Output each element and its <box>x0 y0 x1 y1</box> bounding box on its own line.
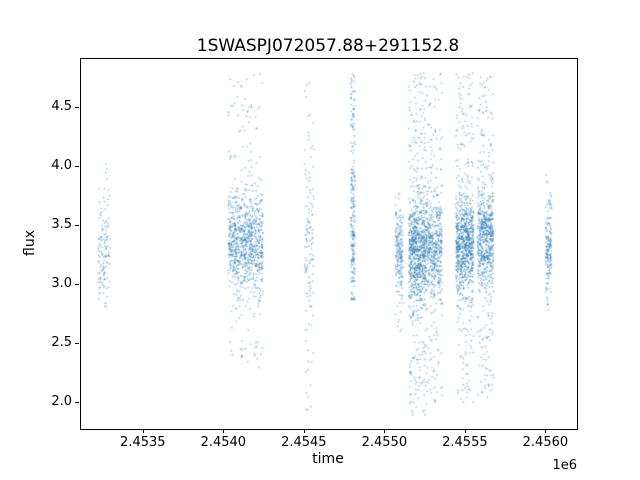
x-tick-mark <box>142 429 144 433</box>
x-axis-label: time <box>312 451 344 467</box>
x-tick-label: 2.4535 <box>120 435 166 450</box>
y-tick-mark <box>75 166 79 168</box>
y-tick-mark <box>75 225 79 227</box>
x-offset-label: 1e6 <box>552 458 577 473</box>
y-tick-label: 2.5 <box>51 335 72 351</box>
y-axis-label: flux <box>22 230 38 256</box>
x-tick-label: 2.4550 <box>361 435 408 450</box>
y-tick-mark <box>75 343 79 345</box>
x-tick-mark <box>464 429 466 433</box>
y-tick-label: 3.5 <box>51 217 72 233</box>
y-tick-label: 4.5 <box>51 99 72 115</box>
x-tick-mark <box>545 429 547 433</box>
x-tick-mark <box>223 429 225 433</box>
x-tick-label: 2.4555 <box>442 435 488 450</box>
x-tick-label: 2.4560 <box>522 435 569 450</box>
plot-frame <box>80 58 578 430</box>
x-tick-label: 2.4540 <box>200 435 247 450</box>
scatter-canvas <box>81 59 577 429</box>
y-tick-label: 2.0 <box>51 394 72 410</box>
x-tick-label: 2.4545 <box>281 435 327 450</box>
y-tick-mark <box>75 284 79 286</box>
x-tick-mark <box>384 429 386 433</box>
y-tick-mark <box>75 402 79 404</box>
chart-title: 1SWASPJ072057.88+291152.8 <box>196 36 460 56</box>
y-tick-label: 4.0 <box>51 158 72 174</box>
y-tick-mark <box>75 107 79 109</box>
x-tick-mark <box>303 429 305 433</box>
y-tick-label: 3.0 <box>51 276 72 292</box>
